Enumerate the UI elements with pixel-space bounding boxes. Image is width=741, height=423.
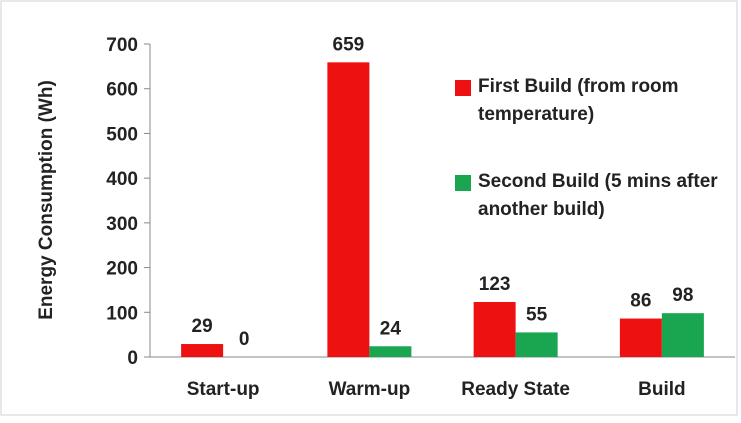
x-tick-label: Start-up xyxy=(187,379,260,400)
y-tick-label: 0 xyxy=(127,348,138,369)
x-tick-label: Ready State xyxy=(461,379,570,400)
y-tick-label: 400 xyxy=(106,169,138,190)
data-label: 55 xyxy=(526,304,548,325)
data-label: 86 xyxy=(630,291,651,312)
data-label: 123 xyxy=(479,274,511,295)
data-label: 659 xyxy=(333,34,365,55)
y-tick-label: 700 xyxy=(106,35,138,56)
bar xyxy=(515,332,558,357)
bar xyxy=(661,313,704,357)
y-tick-label: 500 xyxy=(106,124,138,145)
data-label: 24 xyxy=(380,318,402,339)
y-tick-label: 600 xyxy=(106,80,138,101)
data-label: 29 xyxy=(192,316,213,337)
legend-entry: First Build (from room temperature) xyxy=(455,73,735,129)
bar xyxy=(327,62,370,357)
legend-label: First Build (from room temperature) xyxy=(478,76,679,125)
legend-label: Second Build (5 mins after another build… xyxy=(478,171,718,220)
y-axis-title: Energy Consumption (Wh) xyxy=(36,80,57,320)
x-tick-label: Warm-up xyxy=(329,379,411,400)
y-tick-label: 300 xyxy=(106,214,138,235)
data-label: 98 xyxy=(672,285,693,306)
bar xyxy=(181,344,224,357)
bar xyxy=(619,318,662,357)
y-tick-label: 200 xyxy=(106,259,138,280)
bar xyxy=(473,302,516,357)
data-label: 0 xyxy=(239,329,250,350)
legend-entry: Second Build (5 mins after another build… xyxy=(455,168,735,224)
y-tick-label: 100 xyxy=(106,303,138,324)
legend-swatch xyxy=(455,175,471,191)
legend-swatch xyxy=(455,80,471,96)
frame xyxy=(0,0,738,416)
bar xyxy=(369,346,412,357)
x-tick-label: Build xyxy=(638,379,686,400)
